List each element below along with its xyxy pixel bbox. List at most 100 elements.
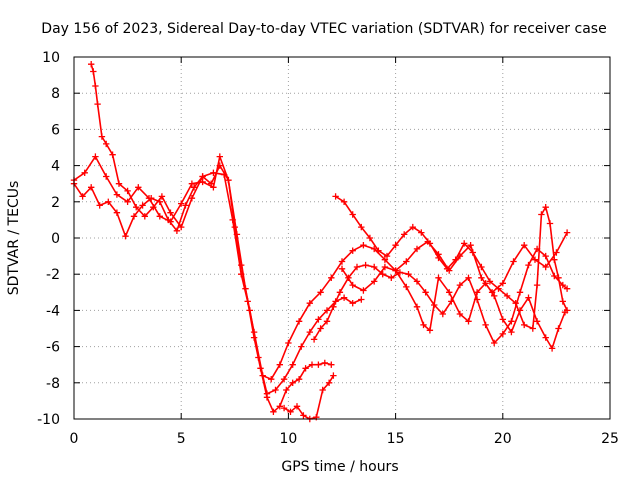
data-point [478, 274, 485, 281]
data-point [103, 173, 110, 180]
data-point [360, 242, 367, 249]
data-point [452, 256, 459, 263]
data-point [542, 334, 549, 341]
data-point [330, 303, 337, 310]
data-point [561, 309, 569, 316]
data-point [353, 263, 361, 271]
data-point [323, 318, 331, 325]
y-tick-label: -4 [46, 303, 60, 319]
x-tick-label: 5 [177, 431, 186, 447]
data-point [315, 361, 322, 368]
y-tick-label: -6 [46, 340, 60, 356]
data-point [559, 298, 566, 305]
data-point [521, 242, 528, 249]
x-tick-label: 0 [70, 431, 79, 447]
data-point [242, 285, 249, 292]
data-point [435, 254, 442, 262]
data-point [199, 173, 206, 180]
y-tick-label: 8 [51, 86, 60, 102]
data-point [225, 176, 232, 184]
data-point [469, 249, 476, 256]
y-tick-label: -8 [46, 376, 60, 392]
data-point [156, 213, 163, 220]
y-tick-label: 10 [42, 50, 60, 66]
data-point [88, 61, 95, 68]
data-point [443, 265, 451, 272]
data-point [418, 229, 425, 236]
data-point [510, 258, 517, 265]
data-point [405, 271, 412, 278]
data-point [538, 211, 545, 218]
grid [74, 57, 610, 419]
data-point [525, 261, 532, 269]
data-point [546, 220, 554, 227]
data-point [486, 278, 494, 285]
data-point [317, 289, 324, 296]
series-line [90, 63, 362, 395]
data-point [439, 310, 446, 318]
data-point [371, 278, 378, 285]
series-trace-f [310, 245, 571, 347]
data-point [559, 281, 566, 289]
data-point [548, 345, 556, 352]
data-point [319, 386, 326, 394]
data-point [465, 318, 472, 325]
data-point [178, 200, 185, 207]
data-point [542, 204, 549, 211]
data-point [109, 151, 116, 158]
data-point [409, 223, 416, 231]
data-point [482, 321, 489, 329]
data-point [413, 303, 421, 310]
data-point [381, 256, 389, 263]
data-point [533, 245, 541, 253]
data-point [491, 339, 498, 347]
series-line [73, 155, 568, 380]
x-tick-label: 25 [601, 431, 619, 447]
data-point [499, 316, 506, 323]
data-point [328, 361, 335, 368]
data-point [495, 285, 502, 292]
data-point [96, 202, 103, 209]
chart-title: Day 156 of 2023, Sidereal Day-to-day VTE… [41, 21, 606, 37]
data-point [555, 325, 562, 332]
data-point [216, 153, 223, 160]
data-point [426, 240, 434, 247]
data-point [478, 263, 485, 271]
data-point [321, 359, 328, 367]
data-point [276, 361, 283, 368]
data-point [529, 325, 536, 332]
data-point [403, 258, 410, 265]
data-point [542, 263, 549, 271]
data-point [456, 310, 464, 318]
data-point [473, 296, 481, 303]
data-point [113, 191, 121, 198]
data-point [413, 245, 421, 253]
data-point [392, 267, 399, 274]
data-point [446, 289, 453, 296]
data-point [396, 269, 404, 276]
y-tick-label: 6 [51, 122, 60, 138]
data-series [70, 61, 571, 423]
data-point [465, 274, 472, 281]
data-point [287, 408, 294, 415]
series-trace-c [70, 153, 571, 383]
data-point [516, 307, 524, 314]
data-point [503, 292, 511, 300]
data-point [403, 283, 410, 291]
y-axis-label: SDTVAR / TECUs [6, 181, 22, 296]
data-point [158, 193, 166, 200]
data-point [300, 412, 307, 419]
data-point [133, 204, 140, 211]
y-tick-label: 2 [51, 195, 60, 211]
y-tick-label: 0 [51, 231, 60, 247]
data-point [448, 298, 455, 305]
data-point [330, 372, 337, 379]
data-point [308, 361, 316, 368]
data-point [340, 198, 348, 205]
data-point [349, 247, 356, 254]
data-point [94, 100, 101, 108]
data-point [92, 153, 99, 160]
data-point [293, 403, 301, 410]
